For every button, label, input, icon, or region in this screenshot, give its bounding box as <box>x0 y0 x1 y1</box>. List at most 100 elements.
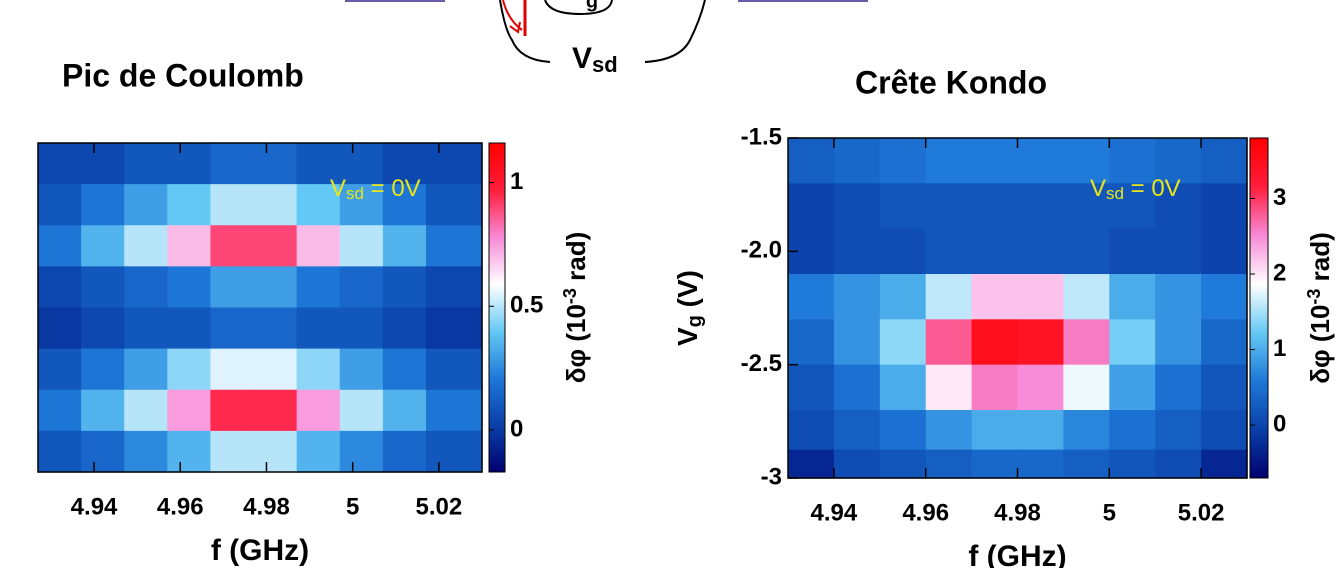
y-tick-label: -3 <box>761 463 782 490</box>
x-tick-label: 4.98 <box>994 499 1041 526</box>
colorbar-swatch <box>1250 452 1268 456</box>
heatmap-cell <box>833 138 881 184</box>
colorbar-swatch <box>1250 183 1268 187</box>
heatmap-cell <box>1201 228 1248 275</box>
heatmap-cell <box>167 430 212 473</box>
colorbar-swatch <box>1250 200 1268 204</box>
heatmap-cell <box>425 389 483 432</box>
colorbar-swatch <box>1250 449 1268 453</box>
colorbar-swatch <box>489 441 505 446</box>
heatmap-cell <box>38 307 82 350</box>
colorbar-swatch <box>1250 395 1268 400</box>
heatmap-cell <box>1063 138 1110 184</box>
colorbar-swatch <box>1250 415 1268 419</box>
heatmap-cell <box>167 307 212 350</box>
colorbar-swatch <box>489 241 505 245</box>
heatmap-cell <box>879 449 927 479</box>
heatmap-cell <box>425 184 483 226</box>
colorbar-swatch <box>489 280 505 284</box>
colorbar-swatch <box>489 376 505 380</box>
colorbar-swatch <box>1250 319 1268 323</box>
colorbar-swatch <box>489 230 505 234</box>
heatmap-cell <box>788 410 835 451</box>
colorbar-swatch <box>1250 197 1268 201</box>
colorbar-swatch <box>1250 310 1268 315</box>
heatmap-cell <box>425 348 483 391</box>
colorbar-swatch <box>1250 361 1268 366</box>
heatmap-cell <box>167 143 212 185</box>
heatmap-cell <box>210 225 255 267</box>
colorbar-swatch <box>1250 268 1268 272</box>
heatmap-cell <box>1017 274 1064 320</box>
colorbar-swatch <box>489 373 505 377</box>
colorbar-swatch <box>1250 410 1268 414</box>
heatmap-cell <box>971 364 1019 411</box>
colorbar-swatch <box>489 238 505 243</box>
colorbar-swatch <box>1250 296 1268 300</box>
colorbar-swatch <box>1250 291 1268 295</box>
colorbar-swatch <box>489 340 505 344</box>
colorbar-label-sup: -3 <box>1304 289 1324 305</box>
y-axis-label-rest: (V) <box>672 270 703 315</box>
colorbar-swatch <box>1250 231 1268 235</box>
colorbar-swatch <box>489 181 505 185</box>
annotation-rest: = 0V <box>364 175 421 202</box>
colorbar-swatch <box>1250 288 1268 292</box>
colorbar-swatch <box>489 312 505 317</box>
colorbar-swatch <box>489 302 505 306</box>
circuit-wire <box>499 0 706 63</box>
heatmap-cell <box>788 274 835 320</box>
colorbar-swatch <box>489 318 505 322</box>
colorbar-swatch <box>1250 412 1268 417</box>
heatmap-cell <box>124 307 168 350</box>
colorbar-swatch <box>1250 446 1268 451</box>
colorbar-swatch <box>1250 203 1268 207</box>
heatmap-cell <box>833 228 881 275</box>
colorbar-swatch <box>1250 424 1268 428</box>
x-tick-label: 5.02 <box>416 493 463 520</box>
heatmap-cell <box>879 183 927 230</box>
colorbar-swatch <box>1250 251 1268 255</box>
colorbar-swatch <box>489 343 505 347</box>
colorbar-swatch <box>1250 350 1268 354</box>
colorbar-swatch <box>489 151 505 155</box>
colorbar-tick-label: 3 <box>1273 184 1286 211</box>
heatmap-cell <box>210 430 255 473</box>
colorbar-swatch <box>489 332 505 336</box>
heatmap-cell <box>833 183 881 230</box>
heatmap-cell <box>1201 364 1248 411</box>
heatmap-cell <box>971 449 1019 479</box>
colorbar-swatch <box>489 249 505 254</box>
colorbar-swatch <box>489 345 505 350</box>
gate-label: g <box>586 0 598 12</box>
colorbar-swatch <box>1250 214 1268 218</box>
heatmap-cell <box>382 225 427 267</box>
heatmap-cell <box>1063 228 1110 275</box>
colorbar-label-rest: rad) <box>1305 232 1335 288</box>
annotation-main: V <box>1090 175 1106 202</box>
colorbar-swatch <box>1250 279 1268 283</box>
colorbar-swatch <box>489 222 505 226</box>
colorbar-swatch <box>489 255 505 259</box>
sd-sub: sd <box>592 52 618 77</box>
colorbar-swatch <box>1250 367 1268 371</box>
heatmap-cell <box>81 266 125 309</box>
heatmap-cell <box>382 266 427 309</box>
heatmap-cell <box>339 225 384 267</box>
heatmap-cell <box>1201 449 1248 479</box>
colorbar-swatch <box>489 439 505 443</box>
colorbar-swatch <box>489 436 505 440</box>
heatmap-cell <box>1109 274 1156 320</box>
colorbar-swatch <box>489 206 505 210</box>
heatmap-cell <box>425 266 483 309</box>
x-axis-label: f (GHz) <box>968 540 1066 568</box>
colorbar-swatch <box>489 466 505 470</box>
colorbar-swatch <box>1250 322 1268 326</box>
heatmap-cell <box>1201 410 1248 451</box>
colorbar-swatch <box>489 269 505 273</box>
colorbar-swatch <box>489 354 505 358</box>
heatmap-cell <box>296 307 341 350</box>
heatmap-cell <box>339 389 384 432</box>
colorbar-swatch <box>1250 364 1268 368</box>
colorbar-swatch <box>1250 194 1268 198</box>
